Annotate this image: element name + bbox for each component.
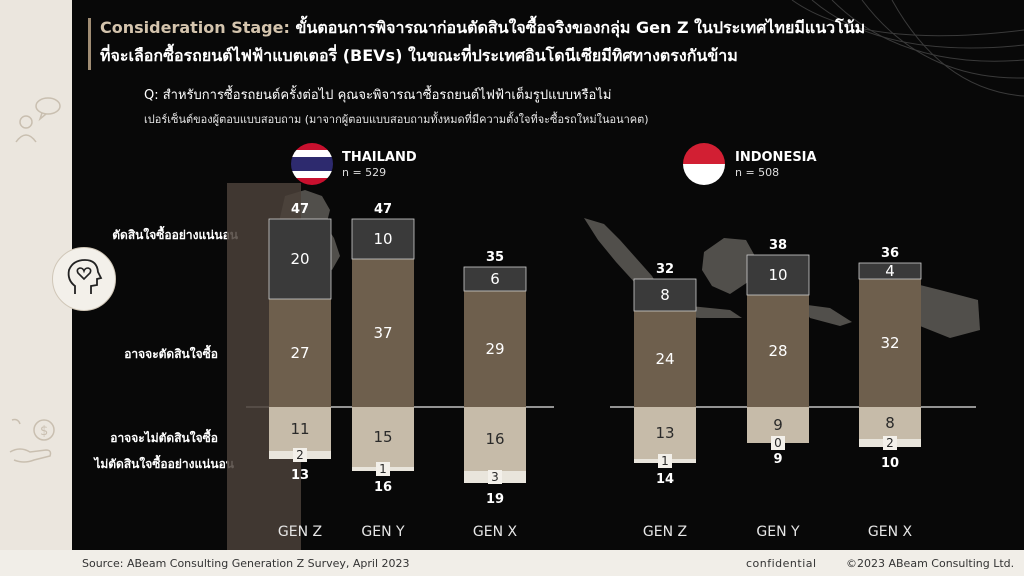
bar-segment-maybe	[269, 299, 331, 407]
bar-segment-definitely	[746, 254, 810, 296]
negative-total-label: 9	[773, 452, 782, 467]
thailand-flag-icon	[291, 143, 333, 185]
positive-total-label: 47	[374, 202, 392, 217]
bar-value-label: 10	[768, 266, 787, 284]
bar-value-label: 8	[885, 414, 895, 432]
chart-subtitle: เปอร์เซ็นต์ของผู้ตอบแบบสอบถาม (มาจากผู้ต…	[144, 113, 649, 126]
bar-segment-maybe-not	[859, 407, 921, 439]
bar-segment-maybe-not	[352, 407, 414, 467]
decorative-waves	[791, 0, 1024, 97]
negative-total-label: 10	[881, 456, 899, 471]
bar-value-label: 8	[660, 286, 670, 304]
negative-total-label: 14	[656, 472, 674, 487]
bar-value-label: 10	[373, 230, 392, 248]
category-label: GEN Y	[361, 524, 405, 540]
title-accent-bar	[88, 18, 91, 70]
positive-total-label: 35	[486, 250, 504, 265]
bar-value-label: 3	[491, 470, 499, 484]
bar-segment-maybe	[464, 291, 526, 407]
sample-size-indonesia: n = 508	[735, 166, 780, 179]
head-heart-icon	[67, 259, 103, 294]
country-label-thailand: THAILAND	[342, 150, 417, 165]
small-value-box	[658, 454, 672, 468]
bar-value-label: 9	[773, 416, 783, 434]
positive-total-label: 38	[769, 238, 787, 253]
row-label-maybe-not: อาจจะไม่ตัดสินใจซื้อ	[110, 431, 218, 445]
bar-segment-maybe	[352, 259, 414, 407]
positive-total-label: 32	[656, 262, 674, 277]
bar-value-label: 32	[880, 334, 899, 352]
money-hand-icon: $	[9, 418, 55, 463]
category-label: GEN Y	[756, 524, 800, 540]
bar-segment-maybe	[634, 311, 696, 407]
bar-segment-maybe-not	[464, 407, 526, 471]
bar-segment-maybe-not	[269, 407, 331, 451]
bar-segment-maybe	[859, 279, 921, 407]
bar-value-label: 1	[661, 454, 669, 468]
bar-value-label: 28	[768, 342, 787, 360]
negative-total-label: 16	[374, 480, 392, 495]
bar-value-label: 29	[485, 340, 504, 358]
category-label: GEN X	[868, 524, 913, 540]
bar-segment-definitely	[858, 262, 922, 280]
category-label: GEN Z	[643, 524, 687, 540]
small-value-box	[488, 470, 502, 484]
bar-segment-definitely	[351, 218, 415, 260]
bar-value-label: 16	[485, 430, 504, 448]
row-label-maybe: อาจจะตัดสินใจซื้อ	[124, 347, 218, 361]
source-note: Source: ABeam Consulting Generation Z Su…	[82, 557, 410, 570]
negative-total-label: 19	[486, 492, 504, 507]
bar-value-label: 27	[290, 344, 309, 362]
bar-value-label: 20	[290, 250, 309, 268]
page-title: Consideration Stage: ขั้นตอนการพิจารณาก่…	[100, 18, 866, 65]
copyright: ©2023 ABeam Consulting Ltd.	[846, 557, 1015, 570]
small-value-box	[376, 462, 390, 476]
positive-total-label: 36	[881, 246, 899, 261]
bar-segment-maybe-not	[634, 407, 696, 459]
small-value-box	[293, 448, 307, 462]
bar-value-label: 1	[379, 462, 387, 476]
category-label: GEN Z	[278, 524, 322, 540]
country-label-indonesia: INDONESIA	[735, 150, 817, 165]
survey-question: Q: สำหรับการซื้อรถยนต์ครั้งต่อไป คุณจะพิ…	[144, 88, 612, 103]
bar-value-label: 2	[886, 436, 894, 450]
footer: Source: ABeam Consulting Generation Z Su…	[0, 550, 1024, 576]
bar-value-label: 11	[290, 420, 309, 438]
bar-value-label: 4	[885, 262, 895, 280]
svg-text:$: $	[40, 424, 48, 439]
bar-value-label: 6	[490, 270, 500, 288]
bar-segment-definitely	[463, 266, 527, 292]
bar-value-label: 13	[655, 424, 674, 442]
small-value-box	[883, 436, 897, 450]
bar-value-label: 0	[774, 436, 782, 450]
bar-value-label: 15	[373, 428, 392, 446]
small-value-box	[771, 436, 785, 450]
bar-segment-definitely	[268, 218, 332, 300]
row-label-definitely-not: ไม่ตัดสินใจซื้ออย่างแน่นอน	[94, 457, 234, 471]
positive-total-label: 47	[291, 202, 309, 217]
sample-size-thailand: n = 529	[342, 166, 387, 179]
confidential-label: confidential	[746, 557, 817, 570]
consideration-icon	[52, 247, 116, 311]
row-label-definitely: ตัดสินใจซื้ออย่างแน่นอน	[112, 228, 238, 242]
bar-value-label: 24	[655, 350, 674, 368]
negative-total-label: 13	[291, 468, 309, 483]
category-label: GEN X	[473, 524, 518, 540]
indonesia-flag-icon	[683, 143, 725, 185]
bar-segment-definitely	[633, 278, 697, 312]
discussion-icon	[15, 97, 61, 143]
bar-value-label: 2	[296, 448, 304, 462]
bar-value-label: 37	[373, 324, 392, 342]
bar-segment-maybe	[747, 295, 809, 407]
